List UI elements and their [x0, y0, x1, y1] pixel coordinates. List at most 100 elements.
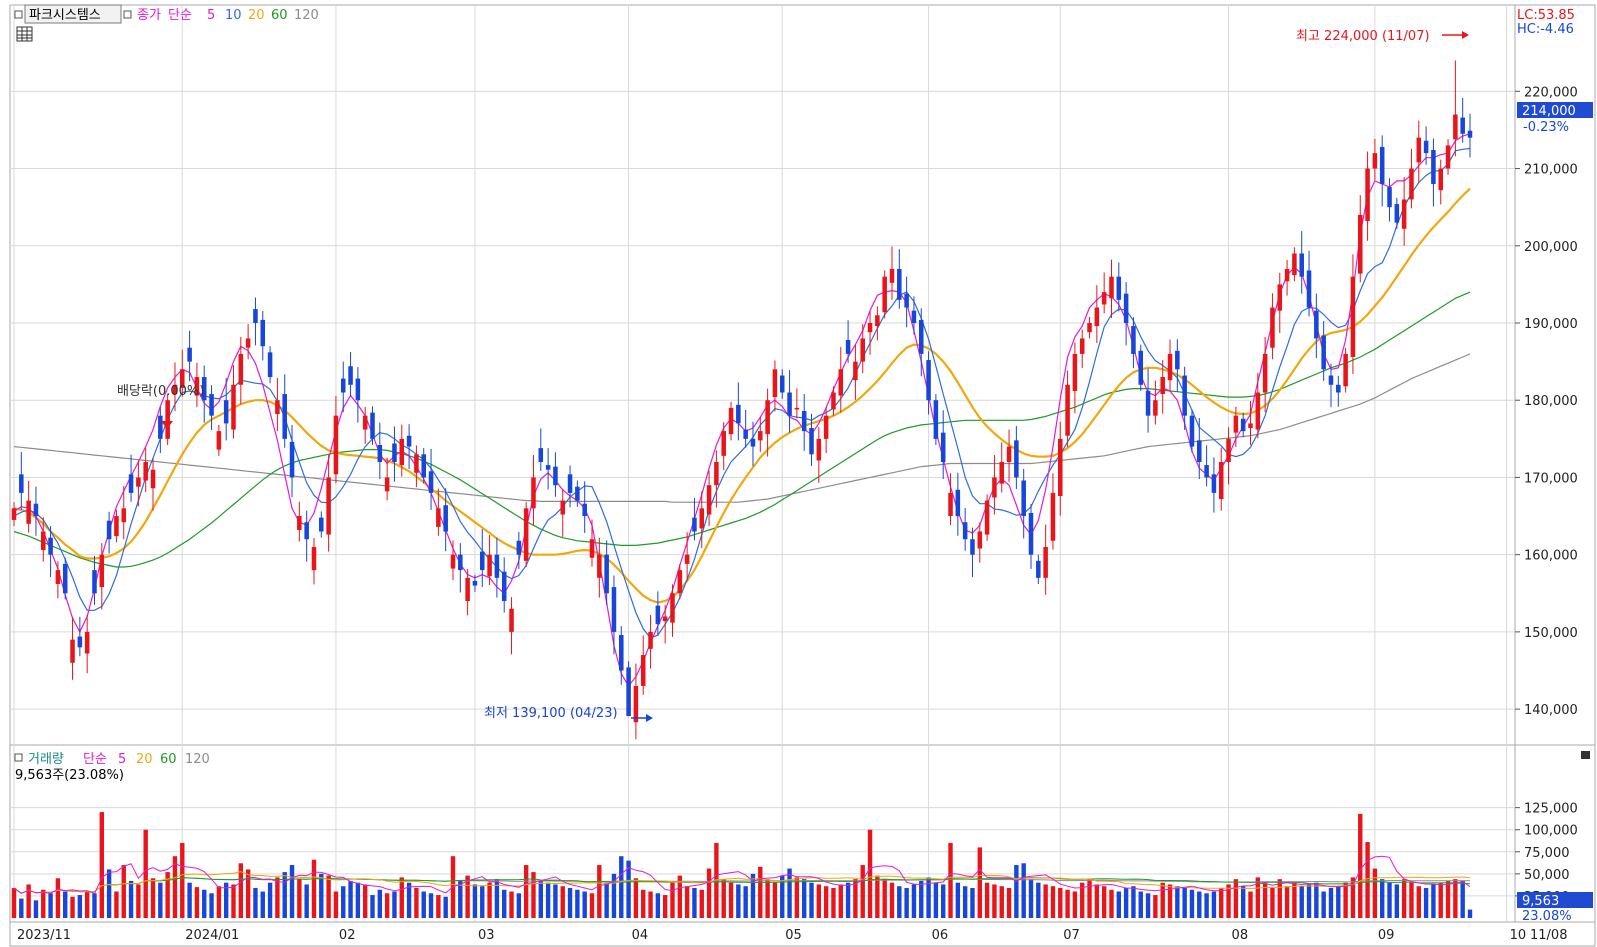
candle-body — [765, 400, 770, 435]
candle-body — [1423, 140, 1429, 154]
volume-bar — [1036, 882, 1041, 918]
candle-body — [867, 323, 873, 333]
volume-bar — [641, 889, 646, 918]
stock-name-box[interactable] — [24, 4, 122, 24]
candle-body — [201, 377, 207, 401]
candle-body — [260, 319, 266, 347]
volume-bar — [180, 842, 185, 918]
price-tick-label: 170,000 — [1524, 471, 1578, 486]
candle-body — [992, 477, 997, 498]
candle-body — [845, 339, 851, 354]
candle-body — [1438, 168, 1444, 191]
volume-bar — [780, 875, 785, 918]
candle-body — [1014, 440, 1019, 478]
candle-body — [582, 503, 587, 517]
volume-bar — [223, 882, 229, 918]
volume-bar — [611, 873, 617, 918]
volume-bar — [1065, 889, 1070, 918]
time-tick-label: 11/08 — [1530, 928, 1567, 943]
candle-body — [1277, 284, 1283, 311]
candle-body — [311, 546, 317, 571]
candle-body — [465, 577, 470, 601]
candle-body — [538, 448, 544, 462]
volume-bar — [245, 869, 251, 918]
candle-body — [238, 353, 244, 385]
volume-bar — [662, 895, 668, 918]
candle-body — [728, 407, 734, 435]
candle-body — [684, 554, 690, 564]
candle-body — [611, 587, 617, 632]
volume-bar — [977, 847, 982, 918]
volume-bar — [472, 884, 478, 918]
volume-bar — [1094, 884, 1100, 918]
volume-bar — [1270, 887, 1275, 918]
collapse-icon[interactable] — [14, 10, 23, 19]
candle-body — [114, 516, 119, 537]
volume-bar — [941, 884, 946, 918]
price-tick-label: 150,000 — [1524, 626, 1578, 641]
candle-body — [823, 415, 829, 439]
candle-body — [955, 489, 961, 517]
candle-body — [977, 531, 983, 549]
volume-bar — [860, 865, 865, 918]
candle-body — [523, 508, 529, 561]
candle-body — [421, 454, 426, 478]
candle-body — [406, 435, 412, 447]
volume-bar — [1284, 886, 1290, 918]
candle-body — [1226, 438, 1231, 462]
volume-bar — [1380, 879, 1385, 918]
volume-collapse-icon[interactable] — [14, 753, 23, 762]
candle-body — [1416, 137, 1422, 163]
table-icon[interactable] — [16, 26, 33, 42]
volume-bar — [1043, 884, 1048, 918]
volume-bar — [1358, 813, 1363, 918]
volume-panel-close-icon[interactable] — [1581, 751, 1590, 759]
candle-body — [399, 438, 405, 466]
candle-body — [11, 508, 17, 520]
candle-body — [282, 394, 287, 439]
volume-bar — [1423, 887, 1429, 918]
candle-body — [392, 443, 397, 462]
volume-bar — [341, 886, 346, 918]
candle-body — [655, 605, 661, 625]
candle-body — [48, 537, 53, 555]
volume-bar — [1219, 887, 1224, 918]
volume-bar — [1087, 879, 1092, 918]
volume-bar — [706, 868, 712, 918]
candle-body — [553, 466, 558, 486]
volume-bar — [1262, 882, 1268, 918]
candle-body — [1058, 438, 1063, 496]
option-box-icon[interactable] — [123, 10, 132, 19]
volume-bar — [575, 889, 580, 918]
time-tick-label: 03 — [478, 928, 495, 943]
volume-bar — [1006, 887, 1012, 918]
candle-body — [1372, 153, 1378, 169]
volume-bar — [758, 866, 763, 918]
volume-bar — [933, 882, 939, 918]
candle-body — [1182, 375, 1187, 416]
volume-bar — [750, 873, 756, 918]
max-annotation: 최고 224,000 (11/07) — [1296, 29, 1430, 44]
candle-body — [918, 319, 924, 354]
candle-body — [758, 431, 763, 441]
volume-bar — [216, 886, 222, 918]
candle-body — [333, 415, 339, 475]
volume-bar — [377, 889, 383, 918]
volume-bar — [970, 887, 975, 918]
volume-bar — [597, 865, 602, 918]
candle-body — [384, 477, 390, 492]
volume-bar — [765, 879, 770, 918]
volume-bar — [428, 893, 434, 918]
volume-bar — [677, 875, 683, 918]
volume-bar — [1292, 882, 1297, 918]
time-tick-label: 05 — [785, 928, 802, 943]
candle-body — [633, 685, 639, 723]
candle-body — [736, 404, 741, 424]
volume-bar — [1343, 882, 1348, 918]
volume-bar — [363, 884, 368, 918]
price-axis-panel — [1514, 4, 1596, 746]
candle-body — [1240, 418, 1246, 432]
volume-ma120-label: 120 — [185, 752, 210, 767]
candle-body — [750, 438, 756, 447]
candle-body — [794, 407, 800, 410]
